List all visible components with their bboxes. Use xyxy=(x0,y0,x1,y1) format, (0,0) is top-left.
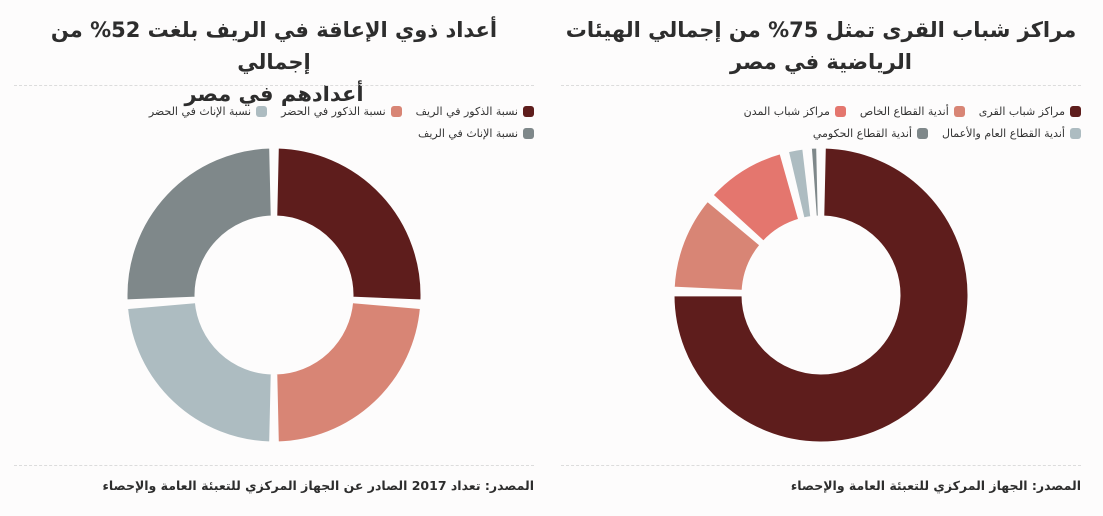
legend-swatch xyxy=(953,105,965,117)
pie-slice xyxy=(274,145,424,303)
divider-bottom xyxy=(14,465,534,466)
legend-item: نسبة الإناث في الحضر xyxy=(148,104,268,118)
source-note: المصدر: الجهاز المركزي للتعبئة العامة وا… xyxy=(790,478,1081,493)
divider-bottom xyxy=(561,465,1081,466)
legend-item: نسبة الذكور في الريف xyxy=(416,105,534,118)
donut-chart xyxy=(671,145,971,445)
legend-label: مراكز شباب المدن xyxy=(743,104,830,118)
legend-swatch xyxy=(1070,105,1081,117)
legend-label: نسبة الإناث في الحضر xyxy=(148,104,252,118)
legend-item: مراكز شباب القرى xyxy=(979,105,1081,118)
chart-panel-left: أعداد ذوي الإعاقة في الريف بلغت 52% من إ… xyxy=(14,0,534,516)
legend-item: نسبة الذكور في الحضر xyxy=(281,105,402,118)
legend-label: أندية القطاع العام والأعمال xyxy=(941,126,1065,140)
legend-item: أندية القطاع الحكومي xyxy=(813,127,928,140)
divider-top xyxy=(561,85,1081,86)
pie-slice xyxy=(808,145,821,219)
pie-slice xyxy=(785,146,814,221)
legend-item: أندية القطاع الخاص xyxy=(860,105,965,118)
source-note: المصدر: تعداد 2017 الصادر عن الجهاز المر… xyxy=(102,478,534,493)
legend-label: مراكز شباب القرى xyxy=(978,104,1065,118)
chart-title-line2: أعدادهم في مصر xyxy=(184,82,364,106)
legend-row: مراكز شباب القرى أندية القطاع الخاص مراكز … xyxy=(561,100,1081,122)
legend-swatch xyxy=(256,105,268,117)
legend-item: مراكز شباب المدن xyxy=(744,105,846,118)
chart-title-line1: أعداد ذوي الإعاقة في الريف بلغت 52% من إ… xyxy=(50,18,498,74)
legend-swatch xyxy=(523,105,534,117)
legend-label: نسبة الذكور في الحضر xyxy=(281,104,386,118)
pie-slice xyxy=(710,151,802,244)
pie-slice xyxy=(125,300,274,445)
pie-slice xyxy=(671,198,763,293)
pie-slice xyxy=(124,145,274,303)
chart-title-line1: مراكز شباب القرى تمثل 75% من إجمالي الهي… xyxy=(565,18,1077,42)
chart-legend: نسبة الذكور في الريف نسبة الذكور في الحضر… xyxy=(14,100,534,144)
donut-chart xyxy=(124,145,424,445)
legend-swatch xyxy=(523,127,534,139)
legend-label: أندية القطاع الحكومي xyxy=(812,126,912,140)
chart-legend: مراكز شباب القرى أندية القطاع الخاص مراكز … xyxy=(561,100,1081,144)
legend-label: نسبة الإناث في الريف xyxy=(417,126,518,140)
pie-slice xyxy=(671,145,971,445)
pie-slice xyxy=(274,300,423,445)
legend-swatch xyxy=(834,105,846,117)
legend-label: نسبة الذكور في الريف xyxy=(415,104,518,118)
legend-label: أندية القطاع الخاص xyxy=(859,104,949,118)
legend-swatch xyxy=(1070,127,1081,139)
divider-top xyxy=(14,85,534,86)
legend-item: أندية القطاع العام والأعمال xyxy=(942,127,1081,140)
chart-title: مراكز شباب القرى تمثل 75% من إجمالي الهي… xyxy=(561,14,1081,78)
chart-title-line2: الرياضية في مصر xyxy=(730,50,912,74)
legend-row: نسبة الإناث في الريف xyxy=(14,122,534,144)
legend-row: نسبة الذكور في الريف نسبة الذكور في الحضر… xyxy=(14,100,534,122)
chart-title: أعداد ذوي الإعاقة في الريف بلغت 52% من إ… xyxy=(14,14,534,110)
legend-swatch xyxy=(390,105,402,117)
legend-swatch xyxy=(916,127,928,139)
legend-row: أندية القطاع العام والأعمال أندية القطاع … xyxy=(561,122,1081,144)
legend-item: نسبة الإناث في الريف xyxy=(418,127,534,140)
chart-panel-right: مراكز شباب القرى تمثل 75% من إجمالي الهي… xyxy=(561,0,1081,516)
